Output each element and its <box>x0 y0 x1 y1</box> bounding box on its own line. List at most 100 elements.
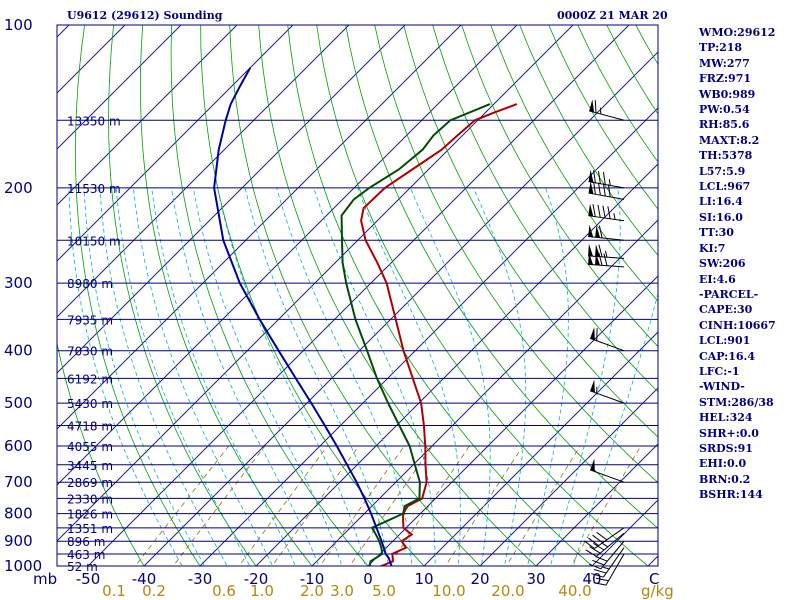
wind-barb-half-feather <box>613 213 616 220</box>
moist-adiabat <box>83 187 206 566</box>
wind-barb-feather <box>596 531 608 541</box>
index-item: LFC:-1 <box>699 364 740 378</box>
isotherm-line <box>57 25 574 542</box>
index-item: SI:16.0 <box>699 210 743 224</box>
wind-barb-flag <box>588 203 594 217</box>
wind-barb-feather <box>603 253 608 266</box>
wind-barb-feather <box>589 546 601 554</box>
isotherm-line <box>57 25 182 150</box>
dry-adiabat <box>200 25 425 566</box>
wind-barb-shaft <box>590 337 625 352</box>
wind-barb-half-feather <box>602 543 609 548</box>
dry-adiabat <box>108 25 257 566</box>
wind-barb-feather <box>593 542 605 551</box>
index-item: WB0:989 <box>699 87 756 101</box>
wind-barb-feather <box>588 537 599 546</box>
height-label: 6192 m <box>67 372 113 386</box>
dry-adiabat <box>229 25 481 566</box>
moist-adiabat <box>133 187 274 566</box>
dry-adiabat <box>57 341 145 566</box>
wind-barb-shaft <box>596 532 625 557</box>
index-item: SHR+:0.0 <box>699 426 759 440</box>
mixing-ratio-unit-label: g/kg <box>641 582 674 600</box>
wind-barb-flag <box>590 327 595 341</box>
height-label: 3445 m <box>67 459 113 473</box>
mixing-ratio-label: 2.0 <box>300 582 324 600</box>
temperature-tick-label: -50 <box>76 570 101 588</box>
temperature-tick-label: -20 <box>244 570 269 588</box>
index-item: EI:4.6 <box>699 272 736 286</box>
wind-barb <box>588 224 625 241</box>
isotherm-line <box>87 25 630 566</box>
index-item: L57:5.9 <box>699 164 746 178</box>
isotherm-line <box>57 25 406 374</box>
wind-barb-feather <box>591 573 604 578</box>
index-item: KI:7 <box>699 241 726 255</box>
wind-barb <box>588 169 625 189</box>
dewpoint-profile <box>340 103 491 566</box>
wind-barb-half-feather <box>608 179 611 186</box>
mixing-ratio-label: 3.0 <box>330 582 354 600</box>
moist-adiabat <box>410 187 491 566</box>
moist-adiabat <box>115 187 251 566</box>
wind-barb-half-feather <box>602 566 610 570</box>
dry-adiabat <box>374 25 658 484</box>
wind-barb <box>588 181 625 200</box>
dry-adiabat <box>519 25 658 256</box>
stability-index-panel: WMO:29612 TP:218 MW:277 FRZ:971 WB0:989 PW:0.… <box>699 25 799 503</box>
index-item: RH:85.6 <box>699 118 750 132</box>
mixing-ratio-label: 0.6 <box>212 582 236 600</box>
isotherm-line <box>199 107 658 566</box>
moist-adiabat <box>313 187 436 566</box>
wind-barb <box>584 527 625 549</box>
wind-barb-feather <box>598 244 603 257</box>
isotherm-line <box>255 163 658 566</box>
moist-adiabat <box>151 187 297 566</box>
wind-barb-feather <box>607 206 611 219</box>
index-item: WMO:29612 <box>699 26 776 39</box>
dry-adiabat <box>287 25 593 566</box>
temperature-tick-label: 40 <box>582 570 601 588</box>
wind-barb <box>588 252 625 268</box>
height-label: 1826 m <box>67 508 113 522</box>
wind-barb-feather <box>593 170 596 183</box>
moist-adiabat <box>99 187 228 566</box>
isotherm-line <box>367 275 658 566</box>
wind-barb-shaft <box>588 255 625 259</box>
wind-barb <box>585 532 625 557</box>
mixing-ratio-label: 20.0 <box>491 582 524 600</box>
pressure-label: 300 <box>4 274 33 292</box>
wind-barb <box>588 203 625 222</box>
isotherm-line <box>57 25 238 206</box>
temperature-tick-label: -40 <box>132 570 157 588</box>
wind-barb-feather <box>598 253 603 266</box>
wind-barb-feather <box>598 171 601 184</box>
dry-adiabat <box>74 25 201 566</box>
wind-barb-flag <box>588 252 594 265</box>
index-item: FRZ:971 <box>699 72 752 86</box>
wind-barb-feather <box>602 171 606 185</box>
index-item: CAPE:30 <box>699 303 753 317</box>
wind-barb <box>590 327 625 352</box>
pressure-label: 900 <box>4 532 33 550</box>
pressure-label: 100 <box>4 16 33 34</box>
wind-barb-feather <box>594 100 597 113</box>
height-label: 11530 m <box>67 182 121 196</box>
mixing-ratio-line <box>570 445 642 566</box>
wind-barb-shaft <box>605 553 625 586</box>
wind-barb-flag <box>588 181 594 194</box>
wind-barb-feather <box>602 205 606 219</box>
height-label: 8980 m <box>67 277 113 291</box>
wind-barb-feather <box>593 181 596 195</box>
wind-barb-feather <box>592 559 605 566</box>
index-item: -PARCEL- <box>699 287 759 301</box>
xaxis-unit-label: mb <box>33 570 57 588</box>
height-label: 7030 m <box>67 345 113 359</box>
wind-barb <box>588 243 625 259</box>
wind-barb-feather <box>593 568 607 574</box>
height-label: 463 m <box>67 548 105 562</box>
wind-barb-shaft <box>602 547 625 578</box>
isotherm-line <box>143 51 658 566</box>
wind-barb-flag <box>590 379 595 393</box>
